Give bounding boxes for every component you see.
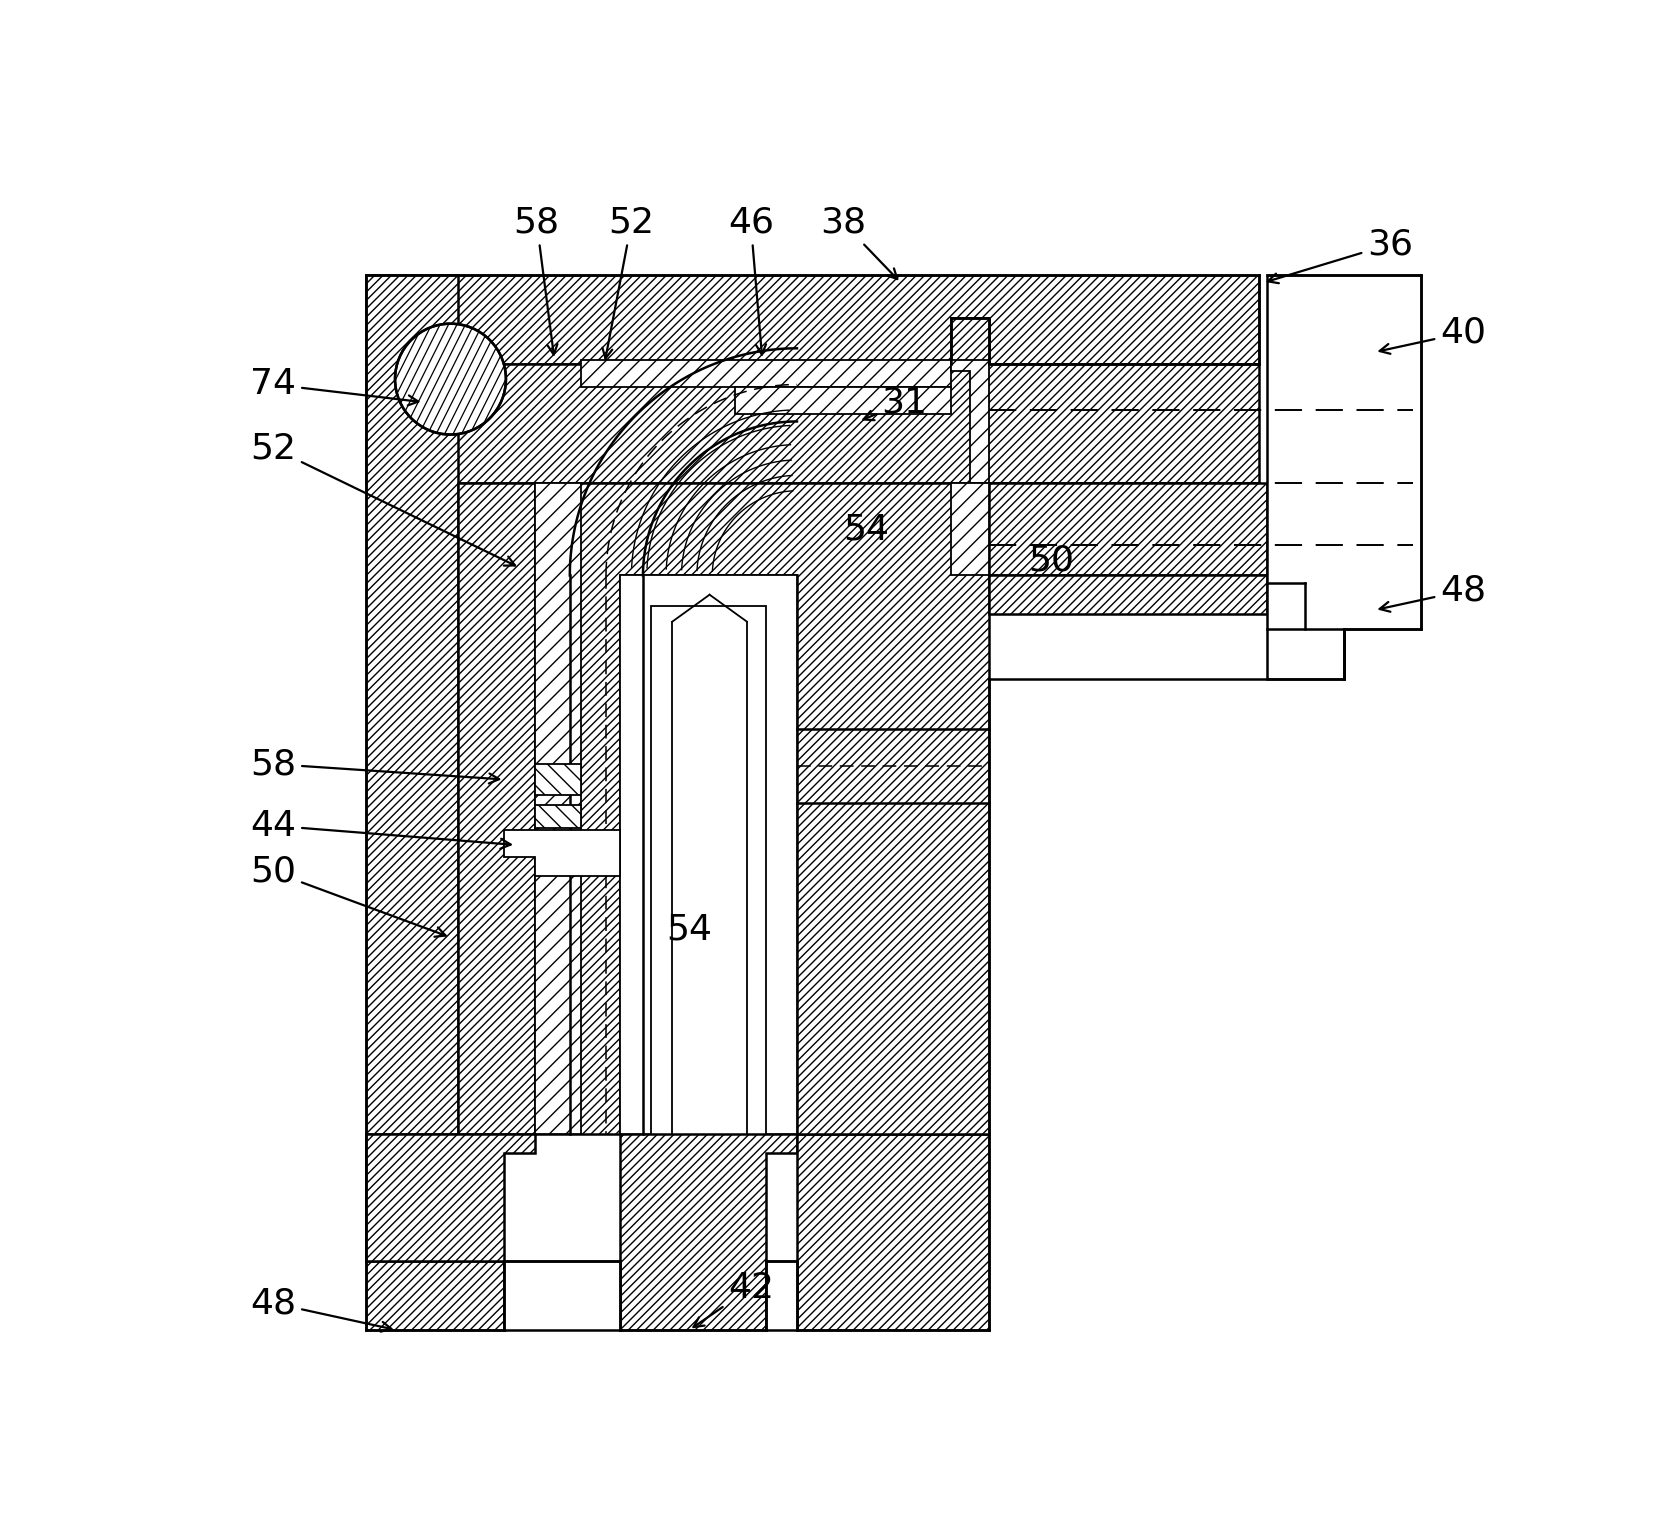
Text: 50: 50 [251,854,445,937]
Polygon shape [365,1261,505,1330]
Polygon shape [505,830,620,876]
Circle shape [395,324,507,434]
Polygon shape [365,1133,458,1261]
Polygon shape [620,576,797,1133]
Polygon shape [365,276,458,1261]
Polygon shape [620,1133,797,1330]
Text: 74: 74 [251,367,419,405]
Polygon shape [581,359,952,387]
Text: 31: 31 [864,385,928,420]
Text: 58: 58 [513,206,560,355]
Text: 42: 42 [694,1270,774,1327]
Text: 38: 38 [821,206,897,279]
Text: 54: 54 [844,512,889,547]
Polygon shape [736,387,952,414]
Polygon shape [458,483,535,1133]
Text: 36: 36 [1267,227,1414,283]
Polygon shape [766,1261,797,1330]
Polygon shape [535,483,990,1133]
Polygon shape [535,483,581,1133]
Polygon shape [797,1133,990,1330]
Polygon shape [535,806,581,829]
Polygon shape [365,276,1259,364]
Polygon shape [990,483,1267,576]
Text: 58: 58 [251,748,498,783]
Text: 48: 48 [1380,574,1487,612]
Text: 48: 48 [251,1285,392,1331]
Polygon shape [1267,276,1420,679]
Polygon shape [535,765,581,795]
Text: 44: 44 [251,809,510,848]
Polygon shape [952,483,990,576]
Text: 40: 40 [1380,315,1487,353]
Polygon shape [365,317,1259,483]
Text: 52: 52 [603,206,654,358]
Polygon shape [952,359,990,483]
Polygon shape [990,576,1267,614]
Polygon shape [505,1261,620,1330]
Text: 50: 50 [1028,544,1075,577]
Text: 52: 52 [251,431,515,565]
Polygon shape [365,1133,535,1261]
Text: 46: 46 [728,206,774,355]
Text: 54: 54 [666,912,713,947]
